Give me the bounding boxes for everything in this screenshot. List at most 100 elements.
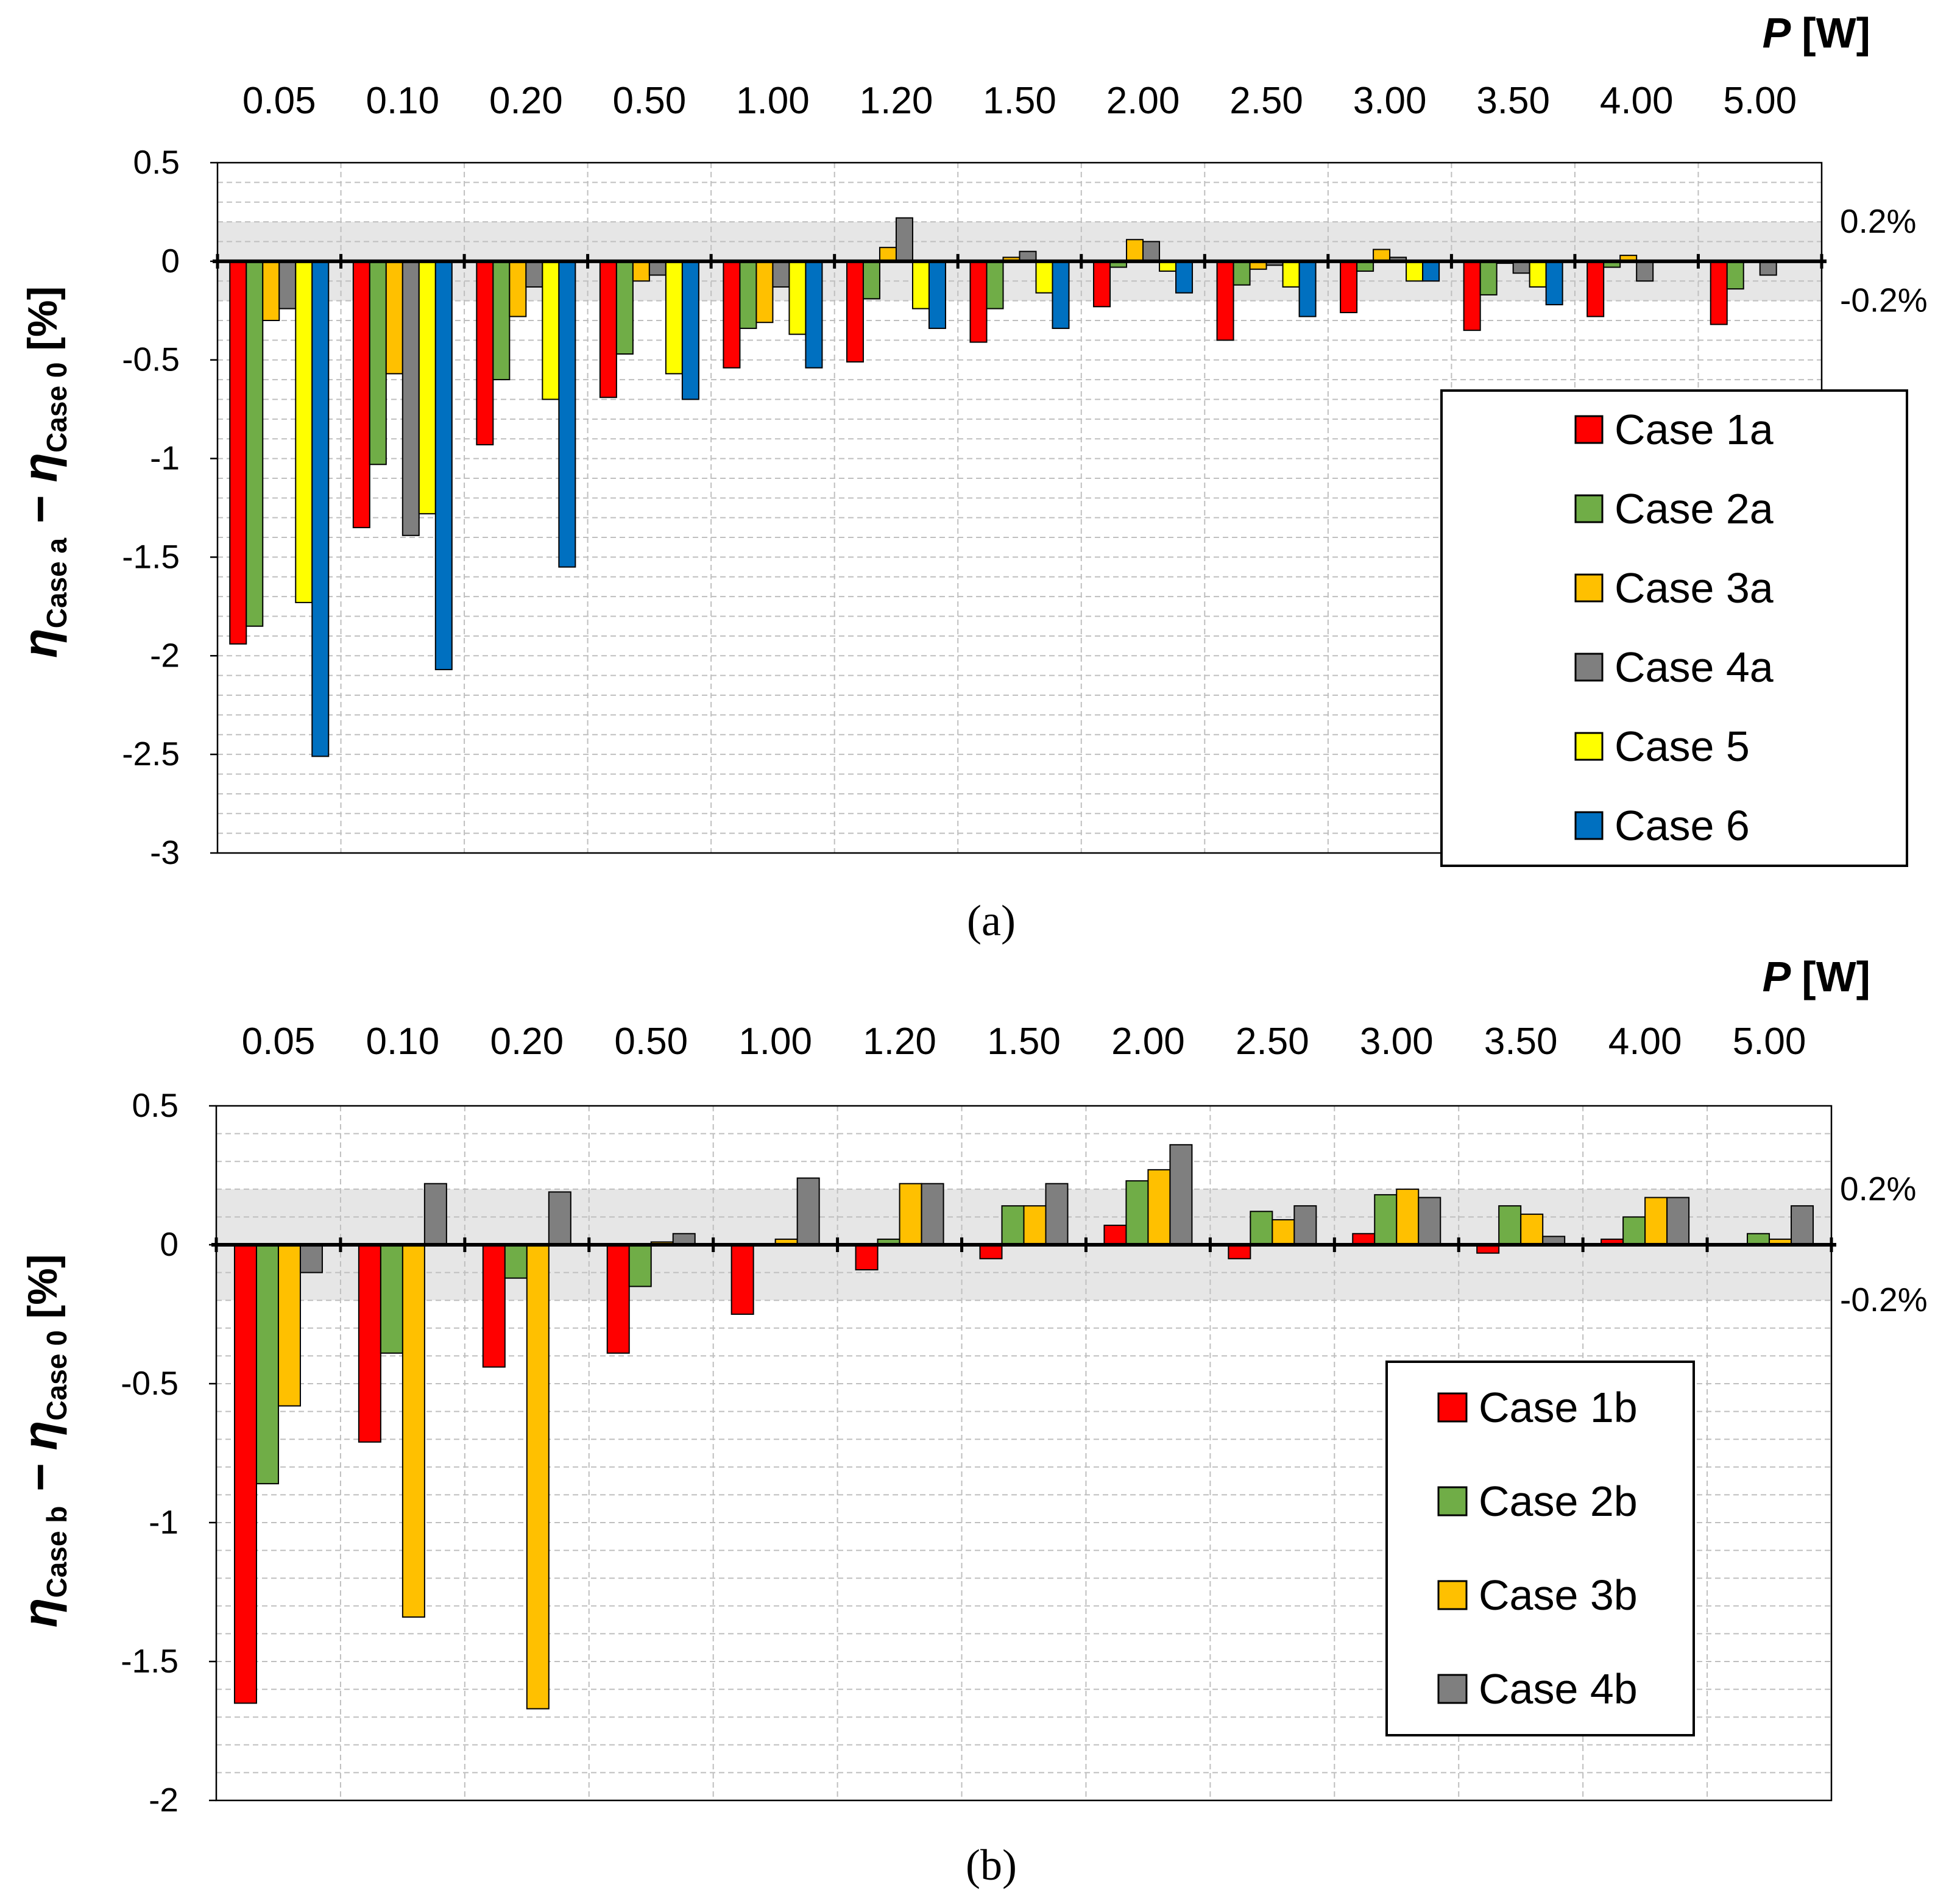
y-tick-label: -2: [150, 636, 180, 674]
legend-swatch: [1437, 1392, 1468, 1423]
legend-swatch: [1574, 573, 1604, 603]
x-category-label: 0.05: [242, 80, 316, 122]
bar-case-1a-0.05: [229, 260, 247, 645]
legend-label: Case 1a: [1615, 406, 1774, 453]
band-label-lower: -0.2%: [1840, 1281, 1928, 1318]
y-tick-label: 0: [161, 242, 180, 280]
y-axis-unit: [%]: [19, 1255, 66, 1331]
x-category-label: 0.20: [490, 1021, 564, 1063]
bar-case-1a-4.00: [1586, 260, 1605, 317]
bar-case-3b-3.00: [1396, 1188, 1420, 1246]
y-axis-eta: η: [13, 628, 67, 658]
bar-case-2a-0.10: [369, 260, 387, 465]
bar-case-2a-0.50: [615, 260, 634, 355]
x-category-label: 0.50: [614, 1021, 688, 1063]
bar-case-4a-0.05: [278, 260, 297, 310]
band-label-upper: 0.2%: [1840, 1170, 1916, 1208]
bar-case-4b-1.00: [796, 1177, 820, 1246]
x-category-label: 1.00: [736, 80, 810, 122]
x-category-label: 0.10: [366, 1021, 440, 1063]
x-category-label: 3.00: [1360, 1021, 1434, 1063]
y-tick-label: 0.5: [133, 143, 180, 181]
bar-case-3b-3.50: [1520, 1213, 1544, 1245]
band-label-upper: 0.2%: [1840, 202, 1916, 240]
bar-case-3b-4.00: [1644, 1197, 1668, 1245]
x-category-label: 1.50: [987, 1021, 1061, 1063]
x-category-label: 1.20: [863, 1021, 936, 1063]
bar-case-3b-1.20: [899, 1183, 922, 1246]
bar-case-3b-2.00: [1147, 1169, 1171, 1246]
bar-case-4a-5.00: [1759, 260, 1777, 276]
x-axis-unit: [W]: [1802, 953, 1870, 1000]
legend-box: [1385, 1361, 1695, 1736]
bar-case-4a-1.20: [895, 217, 913, 262]
x-axis-unit: [W]: [1802, 9, 1870, 57]
bar-case-3a-1.20: [879, 247, 897, 262]
y-tick-label: -1.5: [121, 1642, 179, 1680]
legend-swatch: [1574, 653, 1604, 682]
bar-case-1a-2.00: [1093, 260, 1111, 308]
x-axis-title: P [W]: [1763, 953, 1870, 1000]
legend-label: Case 2b: [1479, 1478, 1638, 1525]
bar-case-1b-0.50: [606, 1244, 630, 1354]
bar-case-6-1.20: [928, 260, 946, 329]
bar-case-2a-1.00: [739, 260, 757, 329]
y-tick-label: -3: [150, 833, 180, 871]
bar-case-2b-2.50: [1250, 1211, 1273, 1246]
bar-case-5-0.20: [542, 260, 560, 400]
plot-frame: [215, 1105, 1833, 1802]
bar-case-5-3.00: [1406, 260, 1424, 282]
x-category-label: 0.10: [366, 80, 439, 122]
x-category-label: 0.05: [242, 1021, 316, 1063]
legend-label: Case 3a: [1615, 564, 1774, 612]
x-category-label: 3.50: [1476, 80, 1550, 122]
bar-case-4a-0.20: [525, 260, 543, 288]
bar-case-1a-3.50: [1463, 260, 1481, 331]
y-tick-label: -1: [149, 1503, 179, 1541]
bar-case-1a-5.00: [1710, 260, 1728, 325]
bar-case-5-1.50: [1035, 260, 1053, 294]
bar-case-5-2.50: [1282, 260, 1300, 288]
bar-case-1b-1.50: [979, 1244, 1003, 1259]
bar-case-4b-0.05: [299, 1244, 323, 1273]
bar-case-1a-1.00: [723, 260, 741, 369]
x-category-label: 3.50: [1484, 1021, 1558, 1063]
bar-case-3a-1.00: [755, 260, 774, 324]
bar-case-1b-0.20: [482, 1244, 506, 1368]
bar-case-5-3.50: [1529, 260, 1547, 288]
legend-swatch: [1437, 1580, 1468, 1610]
bar-case-4b-1.50: [1045, 1183, 1069, 1246]
bar-case-2a-0.05: [246, 260, 264, 627]
bar-case-4b-2.50: [1293, 1205, 1317, 1246]
bar-case-4b-0.20: [548, 1191, 571, 1245]
bar-case-1a-3.00: [1340, 260, 1358, 314]
bar-case-2b-2.00: [1125, 1180, 1149, 1245]
legend-swatch: [1574, 811, 1604, 840]
legend-label: Case 1b: [1479, 1384, 1638, 1431]
bar-case-2b-0.20: [504, 1244, 528, 1279]
x-category-label: 2.50: [1236, 1021, 1309, 1063]
bar-case-3a-2.00: [1126, 239, 1144, 262]
x-category-label: 0.20: [489, 80, 563, 122]
bar-case-4b-1.20: [921, 1183, 944, 1246]
legend-label: Case 4a: [1615, 643, 1774, 691]
bar-case-1a-1.20: [846, 260, 864, 363]
x-axis-title: P [W]: [1763, 9, 1870, 57]
bar-case-1b-0.05: [233, 1244, 257, 1704]
bar-case-3a-0.05: [262, 260, 280, 321]
bar-case-6-1.00: [805, 260, 823, 369]
y-axis-eta: η: [13, 1598, 67, 1628]
bar-case-4a-0.10: [401, 260, 420, 536]
bar-case-6-0.20: [558, 260, 576, 568]
y-axis-sub2: Case 0: [41, 1330, 73, 1420]
bar-case-1b-2.50: [1228, 1244, 1251, 1259]
y-tick-label: -0.5: [121, 1364, 179, 1402]
bar-case-1b-1.00: [730, 1244, 754, 1315]
bar-case-2a-5.00: [1726, 260, 1744, 290]
y-axis-sub1: Case b: [41, 1506, 73, 1598]
x-category-label: 4.00: [1608, 1021, 1682, 1063]
bar-case-4a-4.00: [1636, 260, 1654, 282]
bar-case-5-1.00: [788, 260, 807, 335]
legend-swatch: [1574, 732, 1604, 761]
